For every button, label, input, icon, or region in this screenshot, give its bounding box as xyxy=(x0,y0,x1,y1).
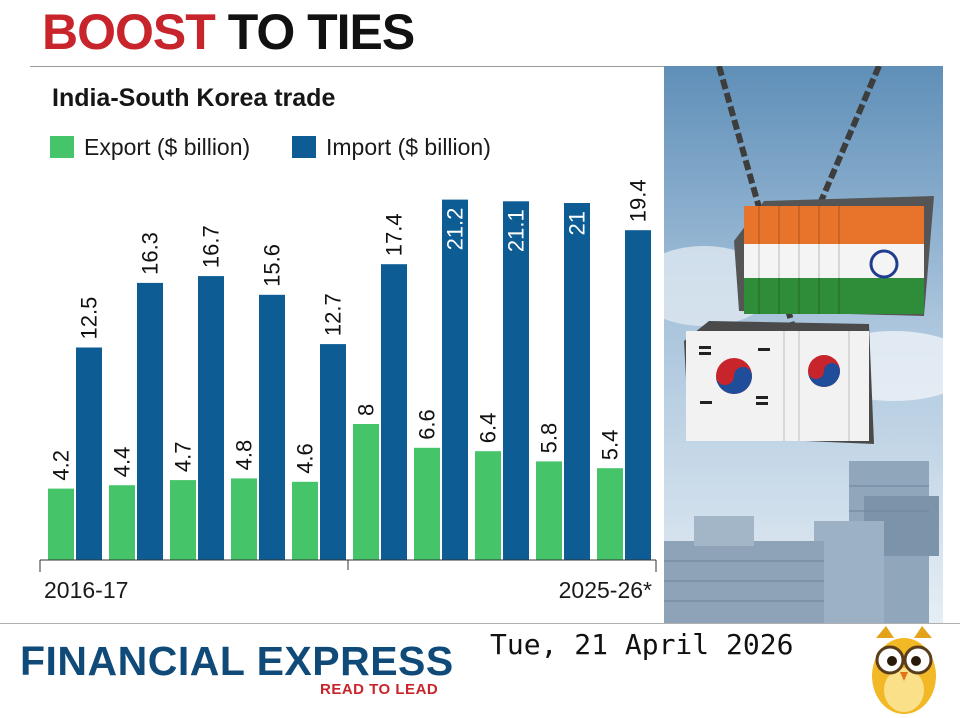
footer-divider xyxy=(0,623,960,624)
export-bar-2020-21 xyxy=(292,481,318,560)
export-value-label-2022-23: 6.6 xyxy=(415,409,440,440)
import-bar-2021-22 xyxy=(381,264,407,560)
india-flag-container-icon xyxy=(734,196,934,316)
x-tick-label-start: 2016-17 xyxy=(44,577,128,603)
export-value-label-2024-25: 5.8 xyxy=(537,423,562,454)
import-bar-2016-17 xyxy=(76,347,102,560)
legend-item-import: Import ($ billion) xyxy=(292,132,491,162)
export-bar-2022-23 xyxy=(414,447,440,560)
legend-item-export: Export ($ billion) xyxy=(50,132,250,162)
export-bar-2025-26* xyxy=(597,468,623,560)
import-value-label-2016-17: 12.5 xyxy=(77,297,102,340)
legend-label-import: Import ($ billion) xyxy=(326,133,491,160)
headline-main: TO TIES xyxy=(227,4,416,60)
export-bar-2016-17 xyxy=(48,488,74,560)
export-bar-2019-20 xyxy=(231,478,257,560)
import-bar-2025-26* xyxy=(625,230,651,560)
export-value-label-2021-22: 8 xyxy=(354,404,379,416)
export-value-label-2025-26*: 5.4 xyxy=(598,430,623,461)
import-value-label-2020-21: 12.7 xyxy=(321,293,346,336)
import-value-label-2022-23: 21.2 xyxy=(443,208,468,251)
x-tick-label-end: 2025-26* xyxy=(559,577,652,603)
headline-accent: BOOST xyxy=(42,4,216,60)
import-value-label-2019-20: 15.6 xyxy=(260,244,285,287)
export-value-label-2019-20: 4.8 xyxy=(232,440,257,471)
export-value-label-2016-17: 4.2 xyxy=(49,450,74,481)
import-bar-2023-24 xyxy=(503,201,529,561)
export-bar-2023-24 xyxy=(475,451,501,560)
header-divider xyxy=(30,66,664,67)
trade-photo xyxy=(664,66,943,623)
export-value-label-2018-19: 4.7 xyxy=(171,442,196,473)
legend-swatch-export xyxy=(50,136,74,158)
import-bar-2019-20 xyxy=(259,294,285,560)
date-stamp: Tue, 21 April 2026 xyxy=(490,628,794,661)
import-value-label-2024-25: 21 xyxy=(565,211,590,235)
import-bar-2020-21 xyxy=(320,344,346,560)
korea-flag-container-icon xyxy=(684,321,874,444)
export-value-label-2020-21: 4.6 xyxy=(293,443,318,474)
export-value-label-2017-18: 4.4 xyxy=(110,447,135,478)
import-value-label-2018-19: 16.7 xyxy=(199,225,224,268)
legend-swatch-import xyxy=(292,136,316,158)
owl-icon xyxy=(872,626,936,714)
import-bar-2024-25 xyxy=(564,203,590,560)
export-bar-2018-19 xyxy=(170,480,196,560)
import-value-label-2025-26*: 19.4 xyxy=(626,179,651,222)
export-bar-2024-25 xyxy=(536,461,562,560)
bar-chart: 4.2 12.5 4.4 16.3 4.7 16.7 4.8 15.6 4.6 12.7 8 17.4… xyxy=(39,179,657,603)
import-bar-2022-23 xyxy=(442,199,468,560)
import-value-label-2023-24: 21.1 xyxy=(504,209,529,252)
legend-label-export: Export ($ billion) xyxy=(84,133,251,160)
export-bar-2017-18 xyxy=(109,485,135,560)
import-value-label-2021-22: 17.4 xyxy=(382,213,407,256)
chart-subtitle: India-South Korea trade xyxy=(52,84,336,112)
import-bar-2018-19 xyxy=(198,276,224,560)
brand-logo: FINANCIAL EXPRESS xyxy=(20,638,454,684)
export-bar-2021-22 xyxy=(353,424,379,560)
export-value-label-2023-24: 6.4 xyxy=(476,413,501,444)
import-bar-2017-18 xyxy=(137,282,163,560)
import-value-label-2017-18: 16.3 xyxy=(138,232,163,275)
brand-tagline: READ TO LEAD xyxy=(320,681,439,698)
building-icon xyxy=(664,461,939,623)
headline: BOOST TO TIES xyxy=(42,4,416,60)
chain-icon xyxy=(716,66,882,325)
